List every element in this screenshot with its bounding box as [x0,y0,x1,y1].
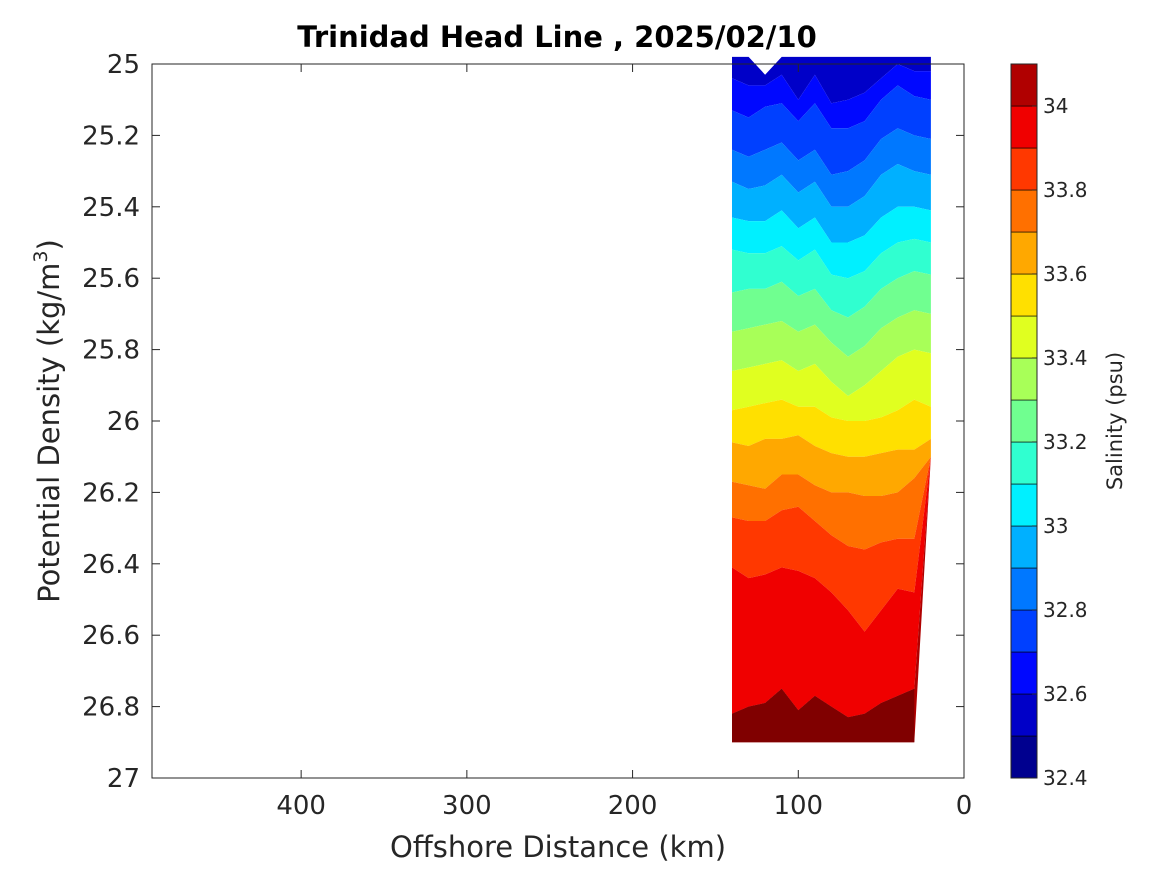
y-tick-label: 25.8 [82,336,140,366]
y-axis-label: Potential Density (kg/m3) [30,239,66,603]
x-tick-label: 0 [956,791,973,821]
colorbar-segment [1010,609,1038,653]
colorbar-tick-label: 32.4 [1043,766,1088,790]
colorbar-label: Salinity (psu) [1103,352,1127,490]
colorbar-segment [1010,189,1038,233]
salinity-band-33 [732,206,931,279]
y-tick-label: 26.4 [82,550,140,580]
y-axis-label-superscript: 3 [30,250,52,262]
colorbar-segment [1010,693,1038,737]
y-tick-label: 25.2 [82,121,140,151]
colorbar-segment [1010,651,1038,695]
x-tick-label: 400 [276,791,326,821]
colorbar-segment [1010,735,1038,779]
colorbar-segment [1010,273,1038,317]
colorbar-segment [1010,399,1038,443]
colorbar-segment [1010,525,1038,569]
colorbar-ticks: 32.4 32.6 32.8 33 33.2 33.4 33.6 33.8 34 [1032,94,1088,790]
colorbar-segment [1010,441,1038,485]
colorbar-segment [1010,147,1038,191]
salinity-band-33.2 [732,271,931,357]
y-tick-label: 26.2 [82,478,140,508]
y-tick-label: 27 [107,764,140,794]
salinity-band-33.8 [732,456,931,632]
colorbar-frame [1010,63,1038,779]
colorbar-segment [1010,483,1038,527]
x-axis-label: Offshore Distance (km) [390,830,726,864]
salinity-band-33.3 [732,310,931,396]
x-tick-label: 100 [773,791,823,821]
y-axis-ticks: 25 25.2 25.4 25.6 25.8 26 26.2 26.4 26.6 26.8 27 [82,50,964,794]
colorbar-tick-label: 33.8 [1043,178,1088,202]
salinity-band-33.6 [732,435,931,496]
chart-title: Trinidad Head Line , 2025/02/10 [297,20,817,54]
colorbar-tick-label: 32.6 [1043,682,1088,706]
y-axis-label-main: Potential Density (kg/m [32,263,66,603]
salinity-band-33.4 [732,349,931,421]
colorbar-segment [1010,231,1038,275]
colorbar-tick-label: 33 [1043,514,1068,538]
colorbar-tick-label: 34 [1043,94,1068,118]
salinity-band-33.1 [732,238,931,318]
y-axis-label-close: ) [32,239,66,250]
colorbar-segment [1010,315,1038,359]
colorbar-tick-label: 33.6 [1043,262,1088,286]
x-tick-label: 300 [442,791,492,821]
colorbar-segment [1010,105,1038,149]
salinity-band-deepest [732,688,915,743]
salinity-band-32.5 [732,56,931,104]
y-tick-label: 25.4 [82,193,140,223]
salinity-band-32.9 [732,164,931,243]
colorbar-tick-label: 32.8 [1043,598,1088,622]
x-tick-label: 200 [608,791,658,821]
x-axis-ticks: 400 300 200 100 0 [276,64,972,821]
y-tick-label: 26 [107,407,140,437]
colorbar-segment [1010,567,1038,611]
salinity-band-32.7 [732,85,931,175]
y-tick-label: 26.6 [82,621,140,651]
salinity-band-33.5 [732,399,931,457]
y-tick-label: 25.6 [82,264,140,294]
salinity-band-33.9 [732,456,931,718]
y-tick-label: 26.8 [82,693,140,723]
colorbar [1010,63,1038,779]
salinity-band-32.8 [732,128,931,207]
y-tick-label: 25 [107,50,140,80]
salinity-band-32.6 [732,64,931,129]
colorbar-tick-label: 33.2 [1043,430,1088,454]
colorbar-tick-label: 33.4 [1043,346,1088,370]
colorbar-segment [1010,63,1038,107]
salinity-band-33.7 [732,456,931,550]
salinity-contour-fill [732,56,931,743]
colorbar-segment [1010,357,1038,401]
